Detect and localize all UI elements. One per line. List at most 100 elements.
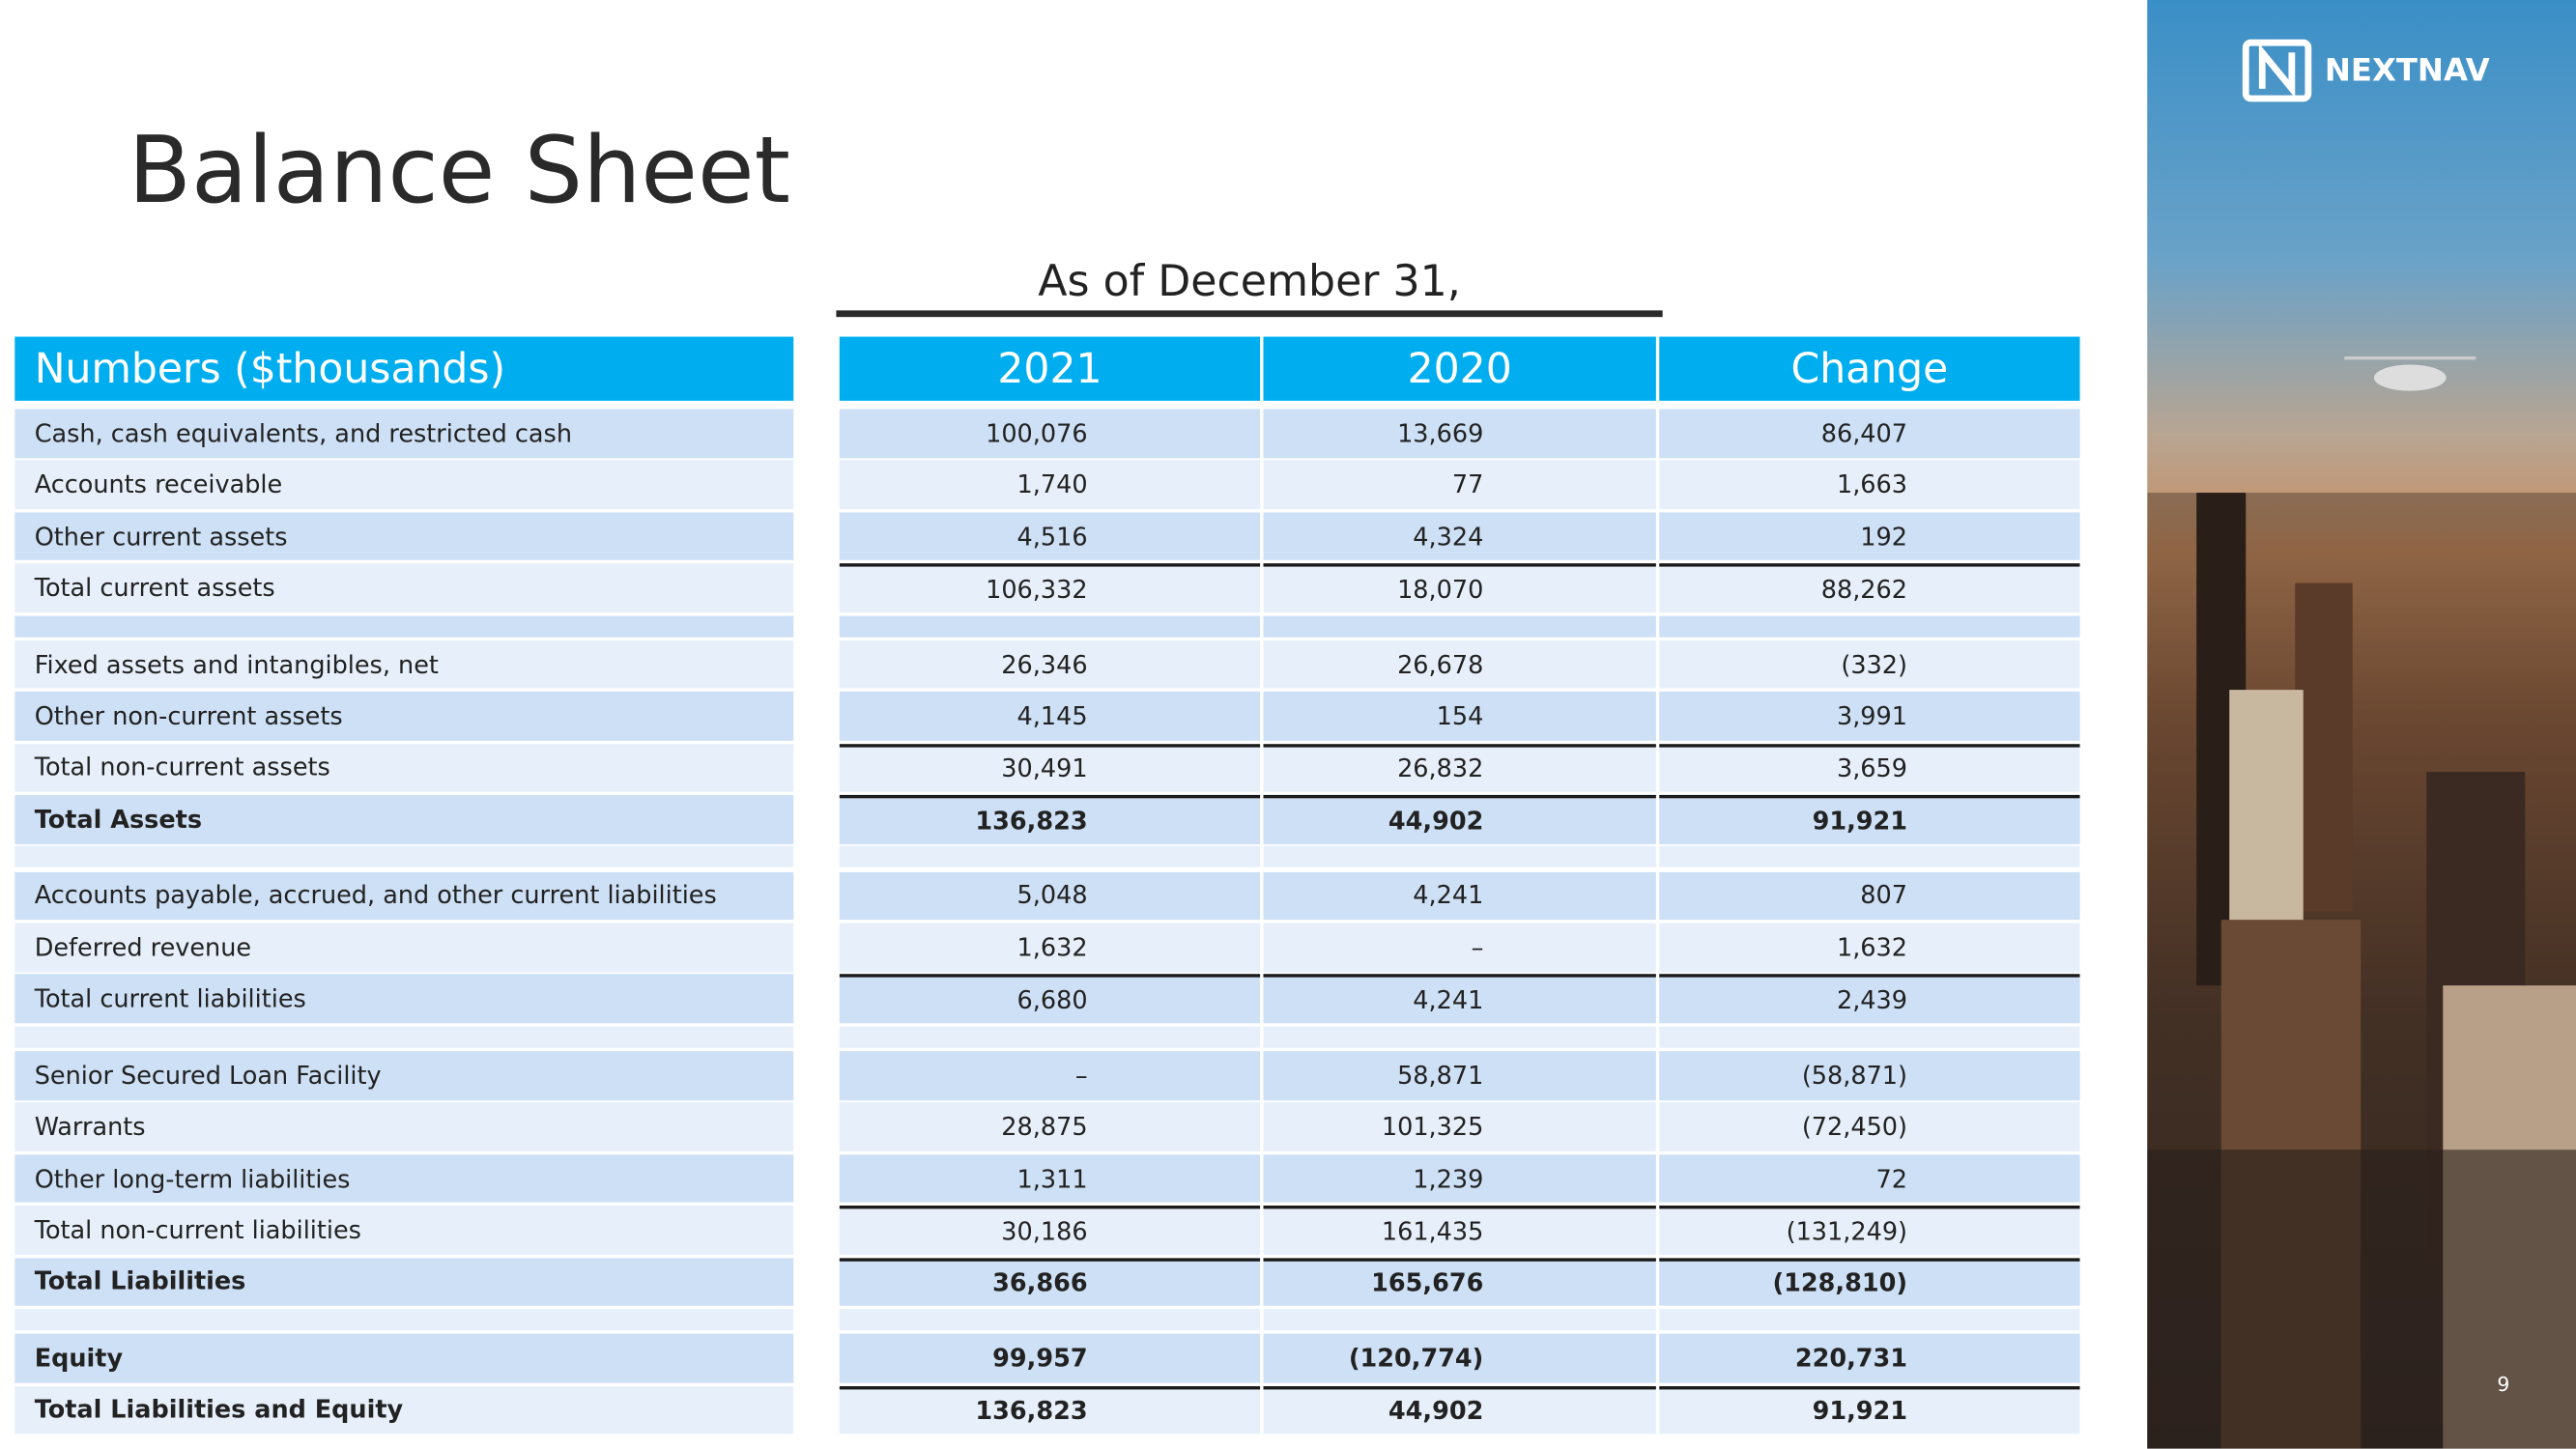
value-cell: 4,241	[1263, 871, 1656, 921]
row-label: Total non-current assets	[14, 743, 794, 792]
value-cell: (58,871)	[1659, 1051, 2080, 1100]
value-cell: 220,731	[1659, 1333, 2080, 1383]
spacer-row	[839, 614, 1261, 638]
value-cell: 30,186	[839, 1206, 1261, 1255]
value-cell: –	[839, 1051, 1261, 1100]
drone	[2344, 355, 2476, 391]
city-image: NEXTNAV 9	[2147, 0, 2576, 1449]
value-cell: 44,902	[1263, 1385, 1656, 1435]
row-label: Equity	[14, 1333, 794, 1383]
spacer-row	[839, 846, 1261, 868]
value-cell: 1,740	[839, 460, 1261, 509]
row-label: Accounts receivable	[14, 460, 794, 509]
spacer-row	[1263, 846, 1656, 868]
spacer-row	[1263, 1309, 1656, 1331]
value-cell: 6,680	[839, 974, 1261, 1024]
spacer-row	[14, 614, 794, 638]
logo-icon	[2242, 39, 2312, 102]
value-cell: 161,435	[1263, 1206, 1656, 1255]
period-heading: As of December 31,	[1038, 257, 1461, 307]
slide-title: Balance Sheet	[128, 118, 790, 225]
value-cell: 72	[1659, 1153, 2080, 1204]
spacer-row	[1659, 1026, 2080, 1048]
spacer-row	[1263, 1026, 1656, 1048]
value-cell: 136,823	[839, 1385, 1261, 1435]
row-label: Accounts payable, accrued, and other cur…	[14, 871, 794, 921]
value-cell: 154	[1263, 692, 1656, 741]
spacer-row	[839, 1309, 1261, 1331]
value-cell: 28,875	[839, 1102, 1261, 1151]
row-label: Total Liabilities	[14, 1257, 794, 1306]
row-label: Senior Secured Loan Facility	[14, 1051, 794, 1100]
value-cell: 36,866	[839, 1257, 1261, 1306]
city-skyline	[2147, 39, 2576, 1449]
row-label: Total Liabilities and Equity	[14, 1385, 794, 1435]
value-cell: 192	[1659, 512, 2080, 561]
row-label: Total non-current liabilities	[14, 1206, 794, 1255]
building	[2147, 1150, 2576, 1449]
value-cell: 1,311	[839, 1153, 1261, 1204]
value-cell: 4,145	[839, 692, 1261, 741]
value-cell: 100,076	[839, 409, 1261, 458]
value-cell: 1,239	[1263, 1153, 1656, 1204]
row-label: Warrants	[14, 1102, 794, 1151]
value-cell: –	[1263, 923, 1656, 972]
value-cell: (131,249)	[1659, 1206, 2080, 1255]
building	[2295, 582, 2353, 912]
page-number: 9	[2497, 1373, 2510, 1397]
value-cell: 44,902	[1263, 794, 1656, 844]
value-cell: 13,669	[1263, 409, 1656, 458]
spacer-row	[14, 1309, 794, 1331]
value-cell: 5,048	[839, 871, 1261, 921]
value-cell: 1,632	[1659, 923, 2080, 972]
value-cell: 106,332	[839, 563, 1261, 612]
value-cell: 91,921	[1659, 1385, 2080, 1435]
value-cell: 3,659	[1659, 743, 2080, 792]
value-cell: 26,678	[1263, 639, 1656, 689]
value-cell: 1,663	[1659, 460, 2080, 509]
column-header: 2020	[1263, 336, 1656, 401]
value-cell: 101,325	[1263, 1102, 1656, 1151]
logo-text: NEXTNAV	[2324, 52, 2490, 89]
value-cell: 58,871	[1263, 1051, 1656, 1100]
period-underline	[836, 310, 1663, 318]
spacer-row	[839, 1026, 1261, 1048]
row-label: Other long-term liabilities	[14, 1153, 794, 1204]
row-label: Fixed assets and intangibles, net	[14, 639, 794, 689]
spacer-row	[1659, 846, 2080, 868]
value-cell: 26,832	[1263, 743, 1656, 792]
spacer-row	[1263, 614, 1656, 638]
row-label: Deferred revenue	[14, 923, 794, 972]
row-label: Total Assets	[14, 794, 794, 844]
value-cell: 4,516	[839, 512, 1261, 561]
spacer-row	[14, 1026, 794, 1048]
value-cell: 91,921	[1659, 794, 2080, 844]
value-cell: 807	[1659, 871, 2080, 921]
row-label: Other current assets	[14, 512, 794, 561]
value-cell: 26,346	[839, 639, 1261, 689]
value-cell: 136,823	[839, 794, 1261, 844]
column-header: Numbers ($thousands)	[14, 336, 794, 401]
column-header: Change	[1659, 336, 2080, 401]
spacer-row	[1659, 614, 2080, 638]
value-cell: (128,810)	[1659, 1257, 2080, 1306]
row-label: Other non-current assets	[14, 692, 794, 741]
column-header: 2021	[839, 336, 1261, 401]
value-cell: 77	[1263, 460, 1656, 509]
row-label: Cash, cash equivalents, and restricted c…	[14, 409, 794, 458]
value-cell: 88,262	[1659, 563, 2080, 612]
spacer-row	[1659, 1309, 2080, 1331]
value-cell: 2,439	[1659, 974, 2080, 1024]
row-label: Total current liabilities	[14, 974, 794, 1024]
value-cell: (72,450)	[1659, 1102, 2080, 1151]
value-cell: 86,407	[1659, 409, 2080, 458]
value-cell: 30,491	[839, 743, 1261, 792]
row-label: Total current assets	[14, 563, 794, 612]
value-cell: 1,632	[839, 923, 1261, 972]
value-cell: 18,070	[1263, 563, 1656, 612]
value-cell: 99,957	[839, 1333, 1261, 1383]
value-cell: 165,676	[1263, 1257, 1656, 1306]
spacer-row	[14, 846, 794, 868]
value-cell: 4,241	[1263, 974, 1656, 1024]
